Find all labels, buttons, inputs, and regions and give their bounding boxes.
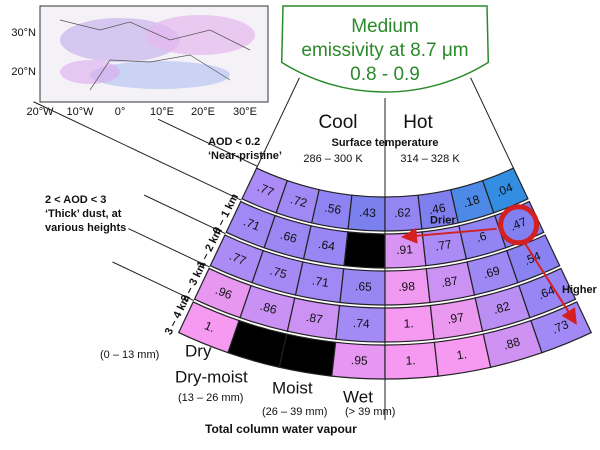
fan-edge (256, 77, 300, 169)
aod-label: 2 < AOD < 3 (45, 194, 106, 206)
map-shade (90, 61, 230, 89)
separator (143, 194, 226, 235)
cell-value: .46 (428, 200, 447, 217)
cell-value: .77 (434, 237, 453, 254)
cell-value: .18 (461, 192, 481, 210)
higher-label: Higher (562, 284, 598, 296)
cell-value: .71 (311, 274, 330, 291)
temperature-label: Surface temperature (332, 137, 439, 149)
aod-label: various heights (45, 222, 126, 234)
cell-value: .04 (494, 180, 515, 199)
highlight-circle (498, 204, 540, 246)
vapour-range: (0 – 13 mm) (100, 349, 159, 361)
cell (506, 234, 561, 284)
aod-label: AOD < 0.2 (208, 136, 260, 148)
cell-value: .66 (279, 228, 299, 246)
cell (518, 267, 577, 319)
vapour-class: Moist (272, 378, 313, 397)
cell-value: .71 (241, 214, 262, 233)
cell-value: .69 (482, 263, 502, 281)
aod-label: ‘Near-pristine’ (208, 150, 282, 162)
map-border (89, 54, 231, 91)
vapour-title: Total column water vapour (205, 422, 357, 436)
fan-edge (470, 77, 514, 169)
hot-label: Hot (403, 112, 433, 133)
cell-value: .88 (502, 334, 522, 352)
emissivity-line: Medium (351, 16, 419, 37)
separator (157, 118, 258, 167)
cell-value: .6 (475, 229, 489, 245)
cell-value: 1. (203, 318, 218, 335)
lat-label: 30°N (11, 27, 36, 39)
cell-value: .64 (536, 283, 557, 302)
fan: .77 .72 .56 .43 .62 .46 .18 .04 .71 .66 .64 .91 .77.… (33, 5, 593, 420)
aod-label: ‘Thick’ dust, at (45, 208, 122, 220)
cell-value: .96 (213, 283, 234, 302)
cell-value: .72 (289, 192, 309, 210)
higher-arrow (523, 242, 577, 325)
separator (128, 228, 210, 268)
vapour-range: (> 39 mm) (345, 406, 395, 418)
cell-value: .97 (446, 310, 465, 327)
cell-value: .74 (353, 316, 371, 331)
cell-value: .62 (394, 205, 412, 220)
vapour-range: (26 – 39 mm) (262, 406, 327, 418)
cell-value: .56 (323, 201, 342, 218)
cell-value: .86 (258, 299, 278, 317)
vapour-class: Dry (185, 341, 212, 360)
cell-value: .65 (355, 279, 373, 294)
lon-label: 0° (115, 106, 126, 118)
lon-label: 20°W (26, 106, 54, 118)
drier-arrow (401, 227, 497, 244)
cell-value: .87 (305, 310, 324, 327)
drier-label: Drier (430, 215, 456, 227)
cool-label: Cool (318, 112, 357, 133)
cell-value: .82 (492, 299, 512, 317)
map-shade (145, 15, 255, 55)
cell-value: .43 (359, 205, 377, 220)
lat-label: 20°N (11, 66, 36, 78)
cell-value: .64 (317, 237, 336, 254)
vapour-range: (13 – 26 mm) (178, 392, 243, 404)
cell (481, 167, 529, 214)
cell-value: .95 (351, 353, 369, 368)
cell-value: .77 (227, 249, 248, 268)
map-shade (60, 60, 120, 84)
cell-value: 1. (405, 353, 416, 368)
cell (343, 231, 386, 269)
hot-range: 314 – 328 K (400, 153, 460, 165)
cell-value: 1. (403, 316, 414, 331)
cell-value: 1. (456, 347, 468, 362)
cell-value: .75 (269, 263, 289, 281)
cell (278, 333, 337, 377)
cell-value: .98 (398, 279, 416, 294)
separator (112, 261, 195, 301)
map: 30°N 20°N 20°W 10°W 0° 10°E 20°E 30°E (11, 5, 269, 118)
emissivity-line: emissivity at 8.7 μm (301, 40, 468, 61)
lon-label: 10°E (150, 106, 174, 118)
cool-range: 286 – 300 K (303, 153, 363, 165)
lon-label: 10°W (66, 106, 94, 118)
vapour-class: Wet (343, 387, 373, 406)
map-border (59, 19, 251, 51)
emissivity-line: 0.8 - 0.9 (350, 64, 420, 85)
vapour-class: Dry-moist (175, 367, 248, 386)
emissivity-box (280, 5, 490, 93)
lon-label: 20°E (191, 106, 215, 118)
separator (33, 101, 242, 201)
cell-value: .77 (255, 180, 276, 199)
cell-value: .47 (508, 214, 529, 233)
cell-value: .87 (440, 273, 459, 290)
cell-value: .91 (396, 242, 414, 257)
lon-label: 30°E (233, 106, 257, 118)
